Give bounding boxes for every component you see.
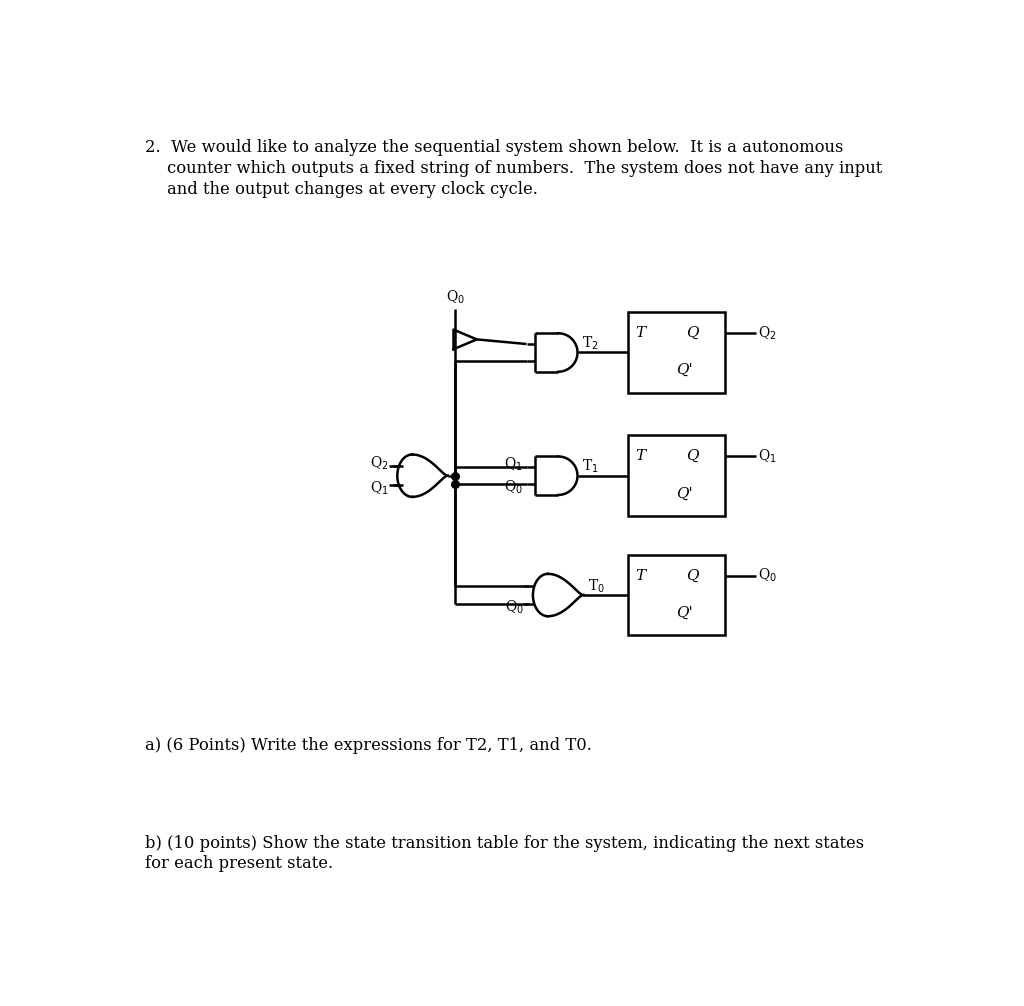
Text: T: T: [636, 326, 646, 340]
Text: Q$_0$: Q$_0$: [445, 288, 465, 306]
Text: 2.  We would like to analyze the sequential system shown below.  It is a autonom: 2. We would like to analyze the sequenti…: [145, 139, 844, 156]
Text: Q': Q': [676, 363, 693, 377]
Text: Q: Q: [686, 450, 698, 464]
Bar: [628, 436, 725, 516]
Text: Q$_2$: Q$_2$: [370, 455, 389, 472]
Bar: [628, 312, 725, 393]
Text: Q$_0$: Q$_0$: [504, 479, 522, 496]
Text: T: T: [636, 568, 646, 582]
Text: for each present state.: for each present state.: [145, 855, 333, 872]
Text: Q': Q': [676, 487, 693, 500]
Text: T: T: [636, 450, 646, 464]
Text: T$_1$: T$_1$: [583, 458, 599, 475]
Text: Q: Q: [686, 326, 698, 340]
Text: Q$_1$: Q$_1$: [504, 456, 522, 473]
Text: Q': Q': [676, 606, 693, 620]
Text: T$_2$: T$_2$: [583, 335, 599, 352]
Text: a) (6 Points) Write the expressions for T2, T1, and T0.: a) (6 Points) Write the expressions for …: [145, 737, 592, 754]
Text: Q: Q: [686, 568, 698, 582]
Bar: [628, 554, 725, 636]
Text: Q$_2$: Q$_2$: [758, 324, 777, 342]
Text: and the output changes at every clock cycle.: and the output changes at every clock cy…: [167, 181, 538, 198]
Text: b) (10 points) Show the state transition table for the system, indicating the ne: b) (10 points) Show the state transition…: [145, 835, 864, 852]
Text: counter which outputs a fixed string of numbers.  The system does not have any i: counter which outputs a fixed string of …: [167, 160, 882, 177]
Text: Q$_0$: Q$_0$: [758, 567, 777, 584]
Text: Q$_1$: Q$_1$: [758, 448, 777, 465]
Text: Q$_0$: Q$_0$: [506, 599, 524, 616]
Text: T$_0$: T$_0$: [588, 577, 605, 595]
Text: Q$_1$: Q$_1$: [370, 480, 389, 497]
